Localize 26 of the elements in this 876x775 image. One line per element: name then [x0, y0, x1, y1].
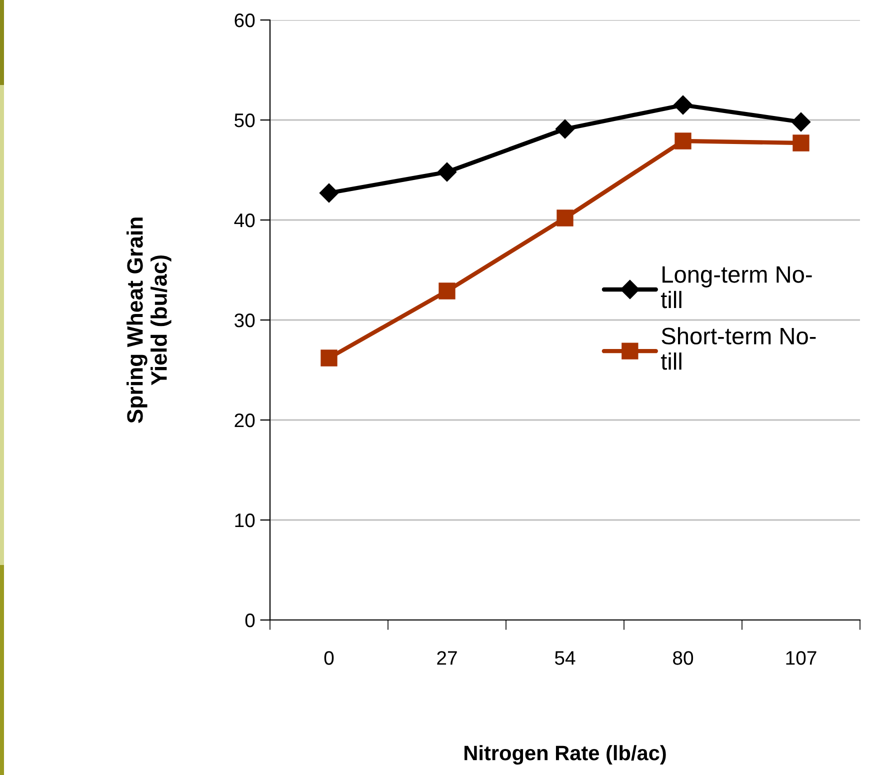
- y-tick-label: 0: [245, 613, 255, 628]
- point: [438, 282, 456, 300]
- point: [555, 119, 575, 139]
- y-tick-label: 10: [235, 513, 255, 528]
- point: [437, 162, 457, 182]
- y-tick-label: 60: [234, 13, 255, 28]
- x-tick-label: 0: [324, 651, 334, 665]
- point: [674, 132, 692, 150]
- y-tick-label: 50: [234, 113, 255, 128]
- x-tick-label: 107: [786, 651, 816, 665]
- x-tick-label: 27: [437, 651, 457, 665]
- legend-label: Long-term No-till: [660, 266, 812, 308]
- point: [673, 95, 693, 115]
- legend-label: Short-term No-till: [660, 327, 816, 370]
- y-tick-label: 30: [234, 313, 255, 328]
- y-axis-title: Spring Wheat Grain Yield (bu/ac): [126, 218, 172, 424]
- point: [556, 210, 574, 226]
- x-tick-label: 80: [673, 651, 694, 665]
- y-tick-label: 20: [234, 413, 255, 428]
- y-tick-label: 40: [234, 213, 255, 228]
- point: [792, 134, 810, 152]
- x-tick-label: 54: [554, 651, 576, 665]
- point: [791, 112, 811, 132]
- point: [320, 350, 338, 366]
- x-axis-title: Nitrogen Rate (lb/ac): [464, 745, 666, 765]
- point: [319, 183, 339, 203]
